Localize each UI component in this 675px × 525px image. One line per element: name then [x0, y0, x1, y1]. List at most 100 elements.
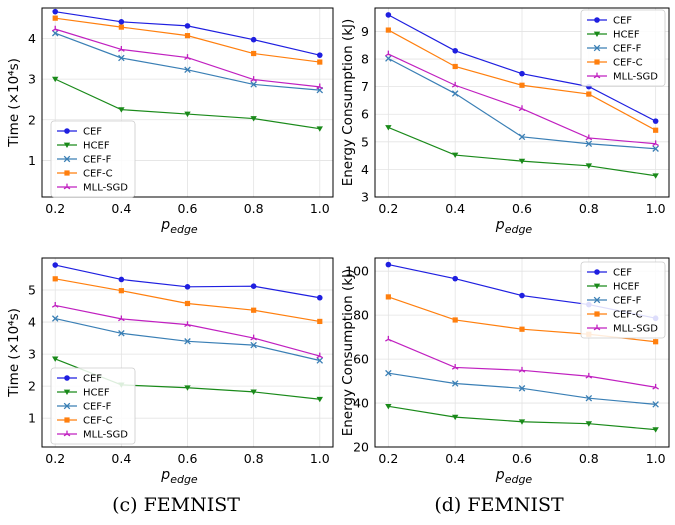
y-tick-label: 1	[28, 411, 36, 426]
data-point-hcef	[585, 163, 593, 169]
legend-box	[580, 261, 666, 339]
y-tick-label: 4	[28, 31, 36, 46]
legend-entry-cef-c: CEF-C	[83, 169, 113, 180]
data-point-cef-f	[451, 380, 459, 387]
data-point-cef-c	[452, 63, 458, 70]
series-hcef	[52, 76, 323, 132]
legend-entry-hcef: HCEF	[613, 30, 640, 41]
legend-entry-mll-sgd: MLL-SGD	[613, 72, 658, 83]
data-point-hcef	[451, 414, 459, 421]
series-hcef	[385, 125, 659, 179]
data-point-cef	[118, 19, 125, 25]
data-point-cef-f	[184, 66, 191, 74]
data-point-cef	[316, 294, 323, 301]
x-tick-label: 0.2	[378, 201, 398, 216]
legend-marker	[593, 283, 601, 289]
legend-marker	[64, 128, 70, 134]
plot-area-frame	[374, 7, 670, 198]
legend-marker	[593, 44, 601, 52]
legend-entry-cef: CEF	[83, 374, 102, 385]
y-tick-label: 3	[28, 72, 36, 87]
data-point-cef-f	[118, 54, 125, 62]
series-cef-c	[52, 276, 323, 325]
legend-entry-cef: CEF	[83, 127, 102, 138]
data-point-cef	[52, 8, 59, 15]
data-point-cef-c	[118, 24, 124, 30]
data-point-cef-f	[250, 81, 257, 88]
data-point-cef-f	[652, 145, 659, 152]
x-tick-label: 0.8	[579, 451, 599, 466]
chart-panel-1: 0.2 0.4 0.6 0.8 1.0 1 2 3 4 pedge Time (×10⁴s) CEF H…	[6, 7, 334, 236]
y-axis-label: Energy Consumption (kJ)	[340, 269, 356, 437]
data-point-cef-f	[518, 133, 526, 141]
series-mll-sgd	[385, 50, 659, 147]
data-point-mll-sgd	[385, 50, 392, 57]
data-point-cef-f	[585, 140, 593, 148]
x-tick-label: 0.2	[45, 201, 65, 216]
legend: CEF HCEF CEF-F CEF-C MLL-SGD	[580, 9, 666, 87]
legend-entry-cef: CEF	[613, 268, 632, 279]
x-axis-label: pedge	[495, 467, 533, 486]
data-point-cef-f	[518, 385, 526, 392]
data-point-mll-sgd	[385, 335, 392, 342]
data-point-mll-sgd	[51, 302, 59, 308]
y-tick-label: 20	[353, 440, 369, 455]
data-point-cef-c	[118, 288, 124, 294]
caption-d: (d) FEMNIST	[434, 494, 564, 516]
data-point-hcef	[118, 107, 125, 113]
data-point-cef-f	[250, 341, 257, 349]
data-point-hcef	[652, 427, 659, 433]
series-cef-f	[385, 369, 659, 408]
legend-entry-mll-sgd: MLL-SGD	[83, 183, 128, 194]
legend-marker	[63, 402, 71, 410]
data-point-cef	[52, 262, 59, 268]
legend-box	[50, 367, 136, 445]
data-point-hcef	[250, 389, 257, 395]
legend-entry-mll-sgd: MLL-SGD	[613, 324, 658, 335]
data-point-cef-c	[519, 326, 525, 332]
plot-area-frame	[41, 7, 334, 198]
y-tick-label: 5	[28, 283, 36, 298]
legend-box	[50, 120, 136, 198]
data-point-hcef	[518, 419, 526, 425]
series-hcef	[385, 403, 659, 433]
y-axis-label: Time (×10⁴s)	[6, 308, 22, 398]
series-mll-sgd	[51, 25, 324, 90]
x-axis-label: pedge	[495, 217, 533, 236]
legend-entry-hcef: HCEF	[613, 282, 640, 293]
data-point-hcef	[52, 76, 59, 83]
y-tick-label: 2	[28, 379, 36, 394]
y-tick-label: 7	[361, 79, 369, 94]
x-tick-label: 0.8	[244, 201, 264, 216]
series-cef-c	[52, 15, 323, 65]
legend-marker	[64, 375, 70, 381]
series-cef-f	[51, 315, 324, 364]
plot-area-frame	[41, 257, 334, 448]
legend: CEF HCEF CEF-F CEF-C MLL-SGD	[50, 367, 136, 445]
data-point-cef	[452, 47, 458, 54]
data-point-cef-c	[184, 33, 191, 39]
data-point-mll-sgd	[51, 25, 59, 32]
y-tick-label: 4	[28, 315, 36, 330]
x-tick-label: 0.2	[378, 451, 398, 466]
x-tick-label: 0.6	[178, 451, 198, 466]
data-point-cef-f	[585, 394, 593, 402]
data-point-hcef	[451, 152, 459, 159]
y-axis-label: Energy Consumption (kJ)	[340, 19, 356, 187]
data-point-mll-sgd	[316, 352, 324, 359]
data-point-hcef	[385, 125, 392, 131]
data-point-cef	[519, 292, 525, 299]
legend-marker	[594, 59, 600, 65]
x-axis-label: pedge	[160, 217, 198, 236]
data-point-mll-sgd	[250, 76, 257, 82]
data-point-mll-sgd	[118, 46, 125, 52]
legend-marker	[594, 269, 600, 275]
data-point-cef-f	[652, 401, 659, 408]
y-tick-label: 9	[361, 24, 369, 39]
data-point-cef-c	[52, 276, 58, 282]
data-point-mll-sgd	[652, 383, 659, 390]
x-tick-label: 0.8	[579, 201, 599, 216]
x-tick-label: 1.0	[310, 201, 330, 216]
data-point-cef-c	[317, 59, 323, 65]
y-tick-label: 3	[28, 347, 36, 362]
